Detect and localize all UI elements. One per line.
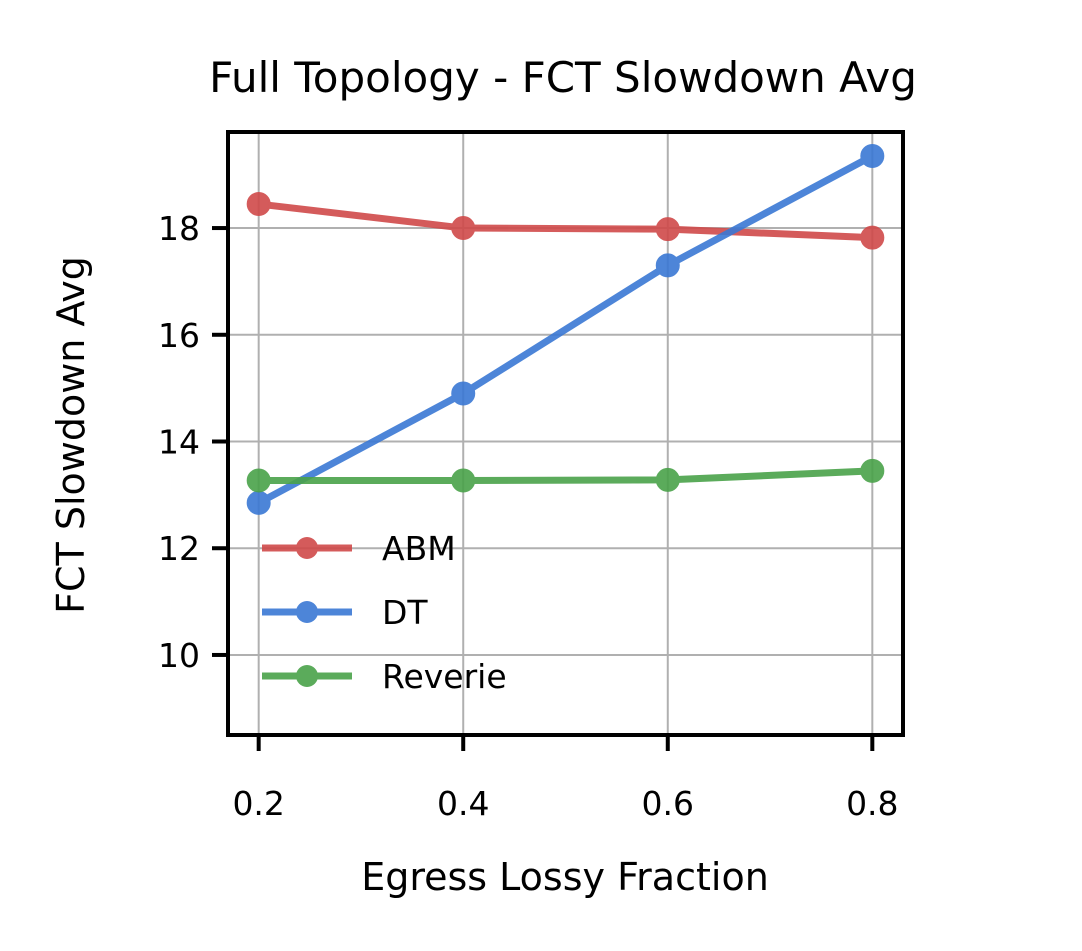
legend-item-dt bbox=[262, 601, 352, 623]
series-reverie bbox=[246, 458, 885, 493]
data-point-dt bbox=[451, 381, 476, 406]
series-line-reverie bbox=[255, 467, 876, 484]
data-point-abm bbox=[451, 216, 476, 241]
legend: ABM DT Reverie bbox=[262, 529, 507, 696]
data-point-abm bbox=[655, 217, 680, 242]
y-tick-label: 10 bbox=[158, 636, 200, 675]
y-tick-label: 16 bbox=[158, 316, 200, 355]
plot-frame bbox=[226, 130, 905, 737]
series-line-dt bbox=[255, 152, 876, 507]
x-tick-label: 0.6 bbox=[642, 784, 694, 823]
series-layer bbox=[246, 144, 885, 515]
legend-label: Reverie bbox=[382, 657, 507, 696]
legend-item-reverie bbox=[262, 665, 352, 687]
legend-label: DT bbox=[382, 593, 428, 632]
legend-marker bbox=[296, 537, 318, 559]
y-tick-label: 12 bbox=[158, 529, 200, 568]
legend-label: ABM bbox=[382, 529, 456, 568]
data-point-reverie bbox=[246, 468, 271, 493]
x-tick-label: 0.8 bbox=[846, 784, 898, 823]
series-dt bbox=[246, 144, 885, 515]
data-point-reverie bbox=[860, 458, 885, 483]
y-axis-label: FCT Slowdown Avg bbox=[49, 256, 93, 614]
series-line-abm bbox=[255, 200, 876, 242]
axis-ticks: 0.2 0.4 0.6 0.8 10 12 14 16 18 bbox=[158, 209, 899, 823]
data-point-dt bbox=[246, 490, 271, 515]
legend-item-abm bbox=[262, 537, 352, 559]
data-point-dt bbox=[655, 253, 680, 278]
y-tick-label: 18 bbox=[158, 209, 200, 248]
grid-lines bbox=[228, 132, 903, 735]
y-tick-label: 14 bbox=[158, 423, 200, 462]
legend-marker bbox=[296, 601, 318, 623]
data-point-dt bbox=[860, 144, 885, 169]
x-tick-label: 0.4 bbox=[437, 784, 489, 823]
legend-marker bbox=[296, 665, 318, 687]
chart-title: Full Topology - FCT Slowdown Avg bbox=[209, 53, 917, 102]
x-axis-label: Egress Lossy Fraction bbox=[361, 855, 769, 899]
data-point-reverie bbox=[655, 467, 680, 492]
series-abm bbox=[246, 192, 885, 250]
data-point-abm bbox=[246, 192, 271, 217]
data-point-abm bbox=[860, 225, 885, 250]
x-tick-label: 0.2 bbox=[232, 784, 284, 823]
data-point-reverie bbox=[451, 468, 476, 493]
